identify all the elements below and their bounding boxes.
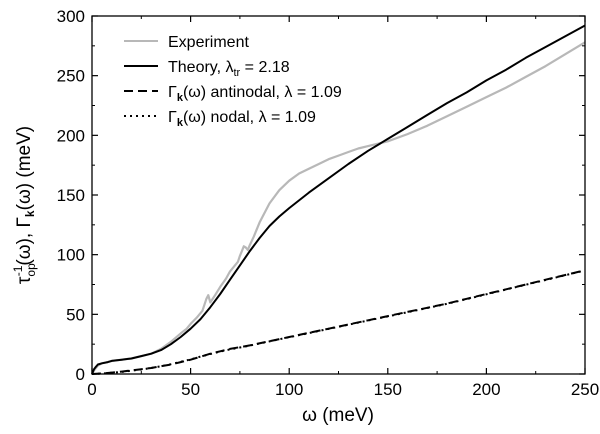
y-tick-label: 150: [57, 186, 85, 205]
series-lines: [91, 24, 586, 375]
y-tick-label: 250: [57, 67, 85, 86]
series-line-1: [91, 24, 586, 375]
x-tick-label: 250: [571, 380, 599, 399]
legend-label-3: Γk(ω) nodal, λ = 1.09: [168, 109, 316, 129]
x-tick-label: 0: [87, 380, 96, 399]
y-tick-label: 0: [76, 365, 85, 384]
y-title-part-unit: (ω) (meV): [14, 126, 35, 211]
y-title-part-exp: -1: [11, 265, 25, 276]
x-tick-label: 100: [275, 380, 303, 399]
y-title-part-k: k: [23, 210, 37, 217]
axis-ticks: 0 50 100 150 200 250 0 50 100 150 200 250 300: [57, 7, 600, 399]
x-tick-label: 50: [181, 380, 200, 399]
legend-text-part: (ω) antinodal, λ = 1.09: [183, 84, 342, 101]
series-line-3: [91, 269, 586, 375]
legend-subscript: k: [177, 117, 184, 129]
x-tick-label: 200: [472, 380, 500, 399]
legend-label-0: Experiment: [168, 34, 249, 51]
y-tick-label: 300: [57, 7, 85, 26]
legend-text-part: = 2.18: [240, 59, 289, 76]
legend-text-part: Theory, λ: [168, 59, 234, 76]
y-title-part-tau: τ: [14, 276, 35, 284]
legend-subscript: k: [177, 92, 184, 104]
x-axis-title: ω (meV): [302, 405, 374, 426]
y-axis-title: τop-1(ω), Γk(ω) (meV): [11, 126, 38, 284]
legend-label-2: Γk(ω) antinodal, λ = 1.09: [168, 84, 342, 104]
legend-subscript: tr: [234, 67, 241, 79]
y-title-part-op: op: [24, 263, 38, 277]
legend-text-part: Experiment: [168, 34, 249, 51]
y-title-part-gamma: (ω), Γ: [14, 217, 35, 266]
x-tick-label: 150: [374, 380, 402, 399]
legend-text-part: Γ: [168, 84, 177, 101]
y-tick-label: 200: [57, 126, 85, 145]
y-tick-label: 100: [57, 246, 85, 265]
legend-label-1: Theory, λtr = 2.18: [168, 59, 290, 79]
legend-text-part: Γ: [168, 109, 177, 126]
series-line-2: [91, 269, 586, 375]
y-tick-label: 50: [66, 305, 85, 324]
y-axis-title-group: τop-1(ω), Γk(ω) (meV): [11, 126, 38, 284]
legend-text-part: (ω) nodal, λ = 1.09: [183, 109, 316, 126]
plot-frame: [91, 15, 586, 375]
